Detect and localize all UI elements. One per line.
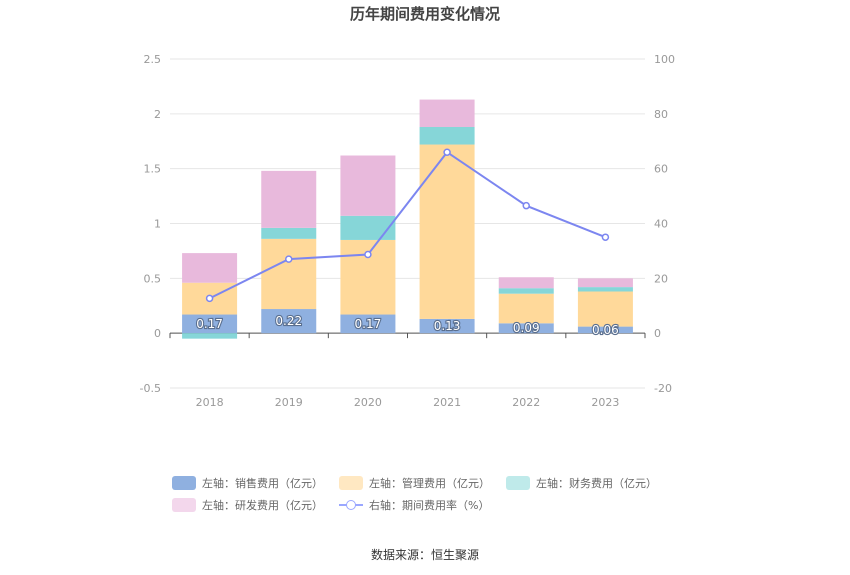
legend-label-rnd: 左轴：研发费用（亿元）: [202, 499, 323, 512]
data-label-sales: 0.22: [275, 314, 302, 328]
right-axis-tick-label: 60: [654, 163, 668, 176]
point-expense-ratio: [205, 294, 214, 303]
x-axis-tick-label: 2023: [591, 396, 619, 409]
right-axis-tick-label: 40: [654, 218, 668, 231]
data-label-sales: 0.13: [434, 319, 461, 333]
bar-rnd: [498, 277, 554, 289]
data-source: 数据来源：恒生聚源: [370, 548, 479, 562]
right-axis-tick-label: -20: [654, 382, 672, 395]
legend-swatch-management: [339, 476, 363, 490]
left-axis-tick-label: 0.5: [144, 272, 162, 285]
left-axis-tick-label: 2: [154, 108, 161, 121]
legend: 左轴：销售费用（亿元） 左轴：管理费用（亿元） 左轴：财务费用（亿元） 左轴：研…: [172, 472, 692, 516]
bar-finance: [261, 227, 317, 239]
left-axis-tick-label: 1.5: [144, 163, 162, 176]
point-expense-ratio: [443, 148, 451, 156]
data-label-sales: 0.09: [513, 321, 540, 335]
x-axis-tick-label: 2021: [433, 396, 461, 409]
legend-item-sales[interactable]: 左轴：销售费用（亿元）: [172, 475, 323, 491]
right-axis-tick-label: 100: [654, 53, 675, 66]
point-expense-ratio: [522, 201, 530, 210]
legend-label-expense-ratio: 右轴：期间费用率（%）: [369, 499, 490, 512]
legend-swatch-finance: [506, 476, 530, 490]
point-expense-ratio: [601, 233, 610, 241]
left-axis-tick-label: 1: [154, 218, 161, 231]
bar-sales: [182, 314, 238, 334]
x-axis-tick-label: 2018: [196, 396, 224, 409]
bar-rnd: [182, 253, 238, 283]
data-label-sales: 0.17: [196, 317, 223, 331]
legend-item-finance[interactable]: 左轴：财务费用（亿元）: [506, 475, 657, 491]
bar-sales: [261, 309, 317, 334]
legend-swatch-sales: [172, 476, 196, 490]
bar-management: [419, 144, 475, 319]
legend-label-sales: 左轴：销售费用（亿元）: [202, 477, 323, 490]
point-expense-ratio: [364, 250, 372, 259]
bar-finance: [182, 333, 238, 339]
bar-finance: [577, 287, 633, 292]
line-expense-ratio: [209, 150, 606, 300]
bar-rnd: [261, 170, 317, 228]
legend-swatch-rnd: [172, 498, 196, 512]
data-label-sales: 0.17: [355, 317, 382, 331]
right-axis-tick-label: 80: [654, 108, 668, 121]
bar-management: [498, 293, 554, 324]
bar-finance: [419, 126, 475, 145]
data-label-sales: 0.06: [592, 323, 619, 337]
point-expense-ratio: [285, 255, 293, 263]
bar-rnd: [577, 278, 633, 288]
left-axis-tick-label: -0.5: [140, 382, 161, 395]
bar-finance: [340, 215, 396, 240]
bar-rnd: [340, 155, 396, 216]
bar-finance: [498, 288, 554, 294]
bar-management: [261, 238, 317, 310]
legend-item-management[interactable]: 左轴：管理费用（亿元）: [339, 475, 490, 491]
bar-sales: [498, 323, 554, 334]
legend-item-expense-ratio[interactable]: 右轴：期间费用率（%）: [339, 497, 489, 513]
legend-item-rnd[interactable]: 左轴：研发费用（亿元）: [172, 497, 323, 513]
bar-rnd: [419, 99, 475, 127]
bar-sales: [419, 318, 475, 334]
right-axis-tick-label: 20: [654, 272, 668, 285]
bar-sales: [340, 314, 396, 334]
left-axis-tick-label: 2.5: [144, 53, 162, 66]
x-axis-tick-label: 2019: [275, 396, 303, 409]
bar-management: [577, 291, 633, 327]
chart-title: 历年期间费用变化情况: [350, 5, 500, 23]
legend-line-icon: [339, 498, 363, 512]
legend-label-finance: 左轴：财务费用（亿元）: [536, 477, 657, 490]
legend-label-management: 左轴：管理费用（亿元）: [369, 477, 490, 490]
right-axis-tick-label: 0: [654, 327, 661, 340]
x-axis-tick-label: 2022: [512, 396, 540, 409]
x-axis-tick-label: 2020: [354, 396, 382, 409]
bar-sales: [577, 326, 633, 334]
left-axis-tick-label: 0: [154, 327, 161, 340]
